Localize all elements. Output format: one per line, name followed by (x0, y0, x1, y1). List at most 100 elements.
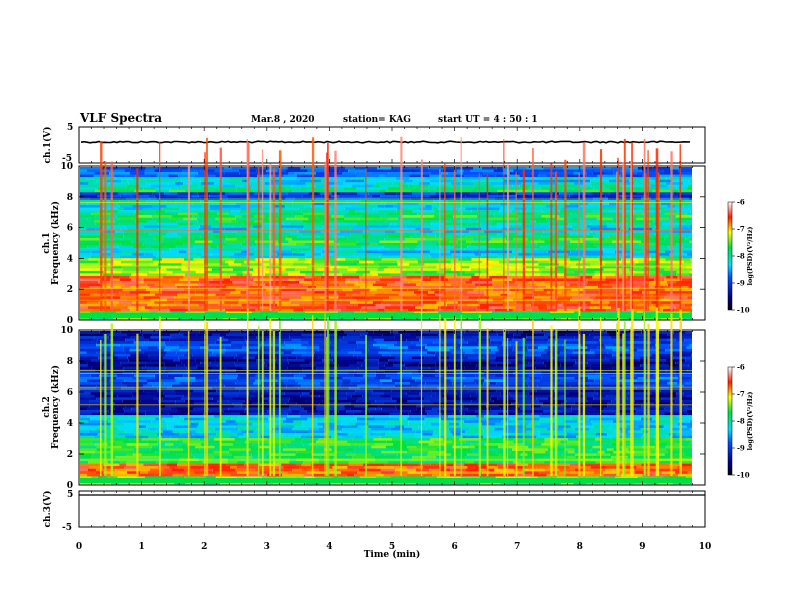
spectrogram-burst (516, 172, 517, 311)
spectrogram-cell (538, 438, 545, 441)
spectrogram-cell (686, 223, 692, 226)
spectrogram-cell (475, 273, 496, 276)
spectrogram-cell (148, 195, 154, 198)
spectrogram-cell (263, 261, 270, 264)
spectrogram-cell (463, 349, 472, 352)
spectrogram-cell (575, 362, 587, 365)
spectrogram-cell (186, 471, 194, 474)
spectrogram-cell (503, 304, 523, 307)
spectrogram-cell (250, 195, 264, 198)
spectrogram-cell (168, 423, 191, 426)
spectrogram-cell (508, 446, 528, 449)
spectrogram-cell (165, 341, 184, 344)
spectrogram-cell (251, 187, 269, 190)
spectrogram-cell (561, 291, 578, 294)
spectrogram-cell (691, 464, 692, 467)
spectrogram-cell (480, 304, 504, 307)
spectrogram-cell (490, 397, 497, 400)
spectrogram-cell (527, 235, 542, 238)
spectrogram-cell (645, 420, 658, 423)
spectrogram-cell (560, 364, 573, 367)
spectrogram-cell (542, 271, 565, 274)
spectrogram-cell (162, 397, 182, 400)
spectrogram-cell (280, 336, 289, 339)
spectrogram-cell (481, 253, 497, 256)
spectrogram-cell (369, 423, 388, 426)
spectrogram-cell (408, 309, 427, 312)
spectrogram-cell (207, 243, 227, 246)
spectrogram-cell (381, 436, 392, 439)
spectrogram-cell (233, 281, 256, 284)
spectrogram-cell (477, 215, 495, 218)
spectrogram-cell (418, 289, 430, 292)
spectrogram-cell (505, 336, 513, 339)
spectrogram-cell (428, 291, 434, 294)
spectrogram-cell (231, 418, 246, 421)
spectrogram-cell (124, 420, 139, 423)
spectrogram-cell (563, 279, 570, 282)
spectrogram-cell (281, 451, 297, 454)
spectrogram-cell (331, 185, 353, 188)
spectrogram-cell (593, 395, 606, 398)
spectrogram-cell (152, 258, 162, 261)
spectrogram-cell (505, 474, 514, 477)
spectrogram-cell (350, 364, 361, 367)
spectrogram-cell (450, 364, 458, 367)
spectrogram-cell (160, 243, 183, 246)
spectrogram-cell (566, 382, 579, 385)
spectrogram-cell (185, 190, 202, 193)
spectrogram-cell (370, 289, 377, 292)
spectrogram-cell (216, 218, 236, 221)
spectrogram-cell (119, 301, 133, 304)
spectrogram-cell (317, 405, 325, 408)
spectrogram-cell (687, 213, 692, 216)
spectrogram-cell (684, 451, 690, 454)
spectrogram-cell (159, 331, 180, 334)
spectrogram-cell (297, 235, 319, 238)
spectrogram-cell (384, 268, 395, 271)
spectrogram-cell (116, 281, 136, 284)
spectrogram-cell (161, 177, 180, 180)
spectrogram-cell (100, 362, 120, 365)
spectrogram-cell (539, 423, 556, 426)
spectrogram-cell (252, 420, 263, 423)
spectrogram-cell (384, 474, 408, 477)
spectrogram-cell (539, 268, 557, 271)
spectrogram-cell (283, 256, 306, 259)
spectrogram-cell (344, 448, 354, 451)
spectrogram-cell (207, 339, 217, 342)
spectrogram-cell (269, 187, 287, 190)
spectrogram-cell (279, 364, 301, 367)
spectrogram-cell (389, 349, 406, 352)
spectrogram-cell (335, 346, 358, 349)
spectrogram-cell (459, 341, 468, 344)
spectrogram-cell (80, 448, 96, 451)
spectrogram-cell (579, 225, 587, 228)
spectrogram-cell (540, 433, 551, 436)
spectrogram-cell (529, 423, 539, 426)
spectrogram-cell (175, 172, 198, 175)
spectrogram-burst (550, 163, 552, 311)
spectrogram-cell (370, 291, 392, 294)
spectrogram-cell (422, 433, 432, 436)
spectrogram-cell (301, 436, 310, 439)
spectrogram-cell (260, 446, 270, 449)
spectrogram-cell (339, 425, 358, 428)
spectrogram-cell (266, 364, 279, 367)
spectrogram-cell (301, 289, 307, 292)
spectrogram-cell (682, 258, 690, 261)
spectrogram-burst (622, 163, 624, 311)
spectrogram-cell (465, 235, 485, 238)
spectrogram-cell (251, 448, 269, 451)
spectrogram-cell (438, 208, 459, 211)
spectrogram-burst (273, 168, 276, 311)
spectrogram-cell (244, 464, 258, 467)
spectrogram-cell (664, 304, 671, 307)
spectrogram-cell (160, 225, 179, 228)
spectrogram-cell (111, 253, 132, 256)
spectrogram-cell (571, 238, 578, 241)
spectrogram-cell (122, 271, 139, 274)
spectrogram-cell (306, 256, 312, 259)
spectrogram-cell (119, 192, 137, 195)
spectrogram-cell (295, 228, 303, 231)
